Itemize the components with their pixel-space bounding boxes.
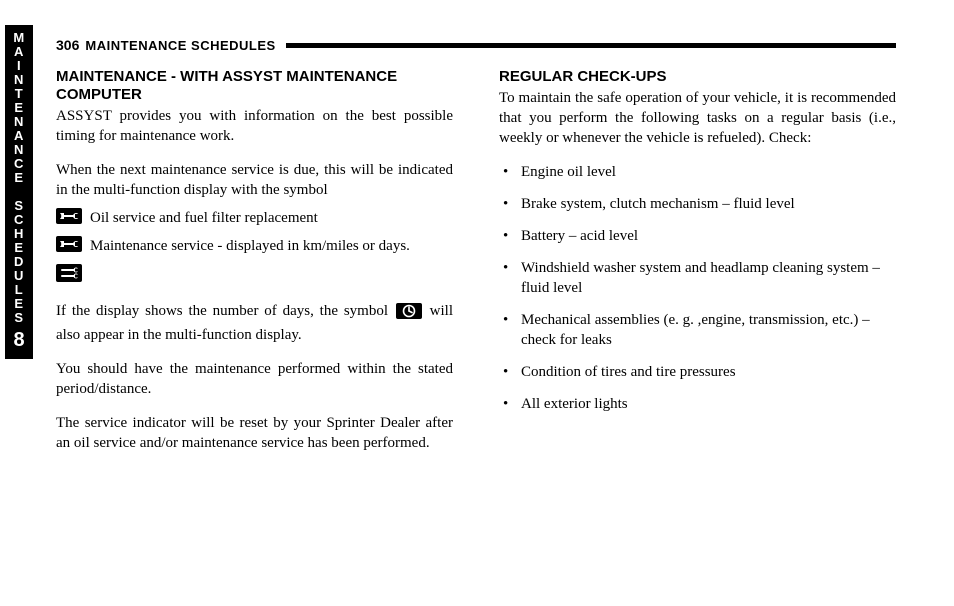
- left-heading: MAINTENANCE - WITH ASSYST MAINTENANCE CO…: [56, 68, 453, 104]
- left-p5: The service indicator will be reset by y…: [56, 413, 453, 453]
- tab-gap: [5, 185, 33, 199]
- list-item: Condition of tires and tire pressures: [499, 362, 896, 382]
- left-p3: If the display shows the number of days,…: [56, 301, 453, 345]
- list-item: Windshield washer system and headlamp cl…: [499, 258, 896, 298]
- clock-icon: [396, 303, 422, 325]
- list-item: Battery – acid level: [499, 226, 896, 246]
- left-column: MAINTENANCE - WITH ASSYST MAINTENANCE CO…: [56, 68, 453, 582]
- tab-chapter-number: 8: [5, 329, 33, 351]
- right-column: REGULAR CHECK-UPS To maintain the safe o…: [499, 68, 896, 582]
- icon-line-list: Oil service and fuel filter replacement …: [56, 208, 453, 258]
- page-number: 306: [56, 37, 79, 53]
- right-intro: To maintain the safe operation of your v…: [499, 88, 896, 148]
- double-wrench-icon: [56, 269, 82, 286]
- page: MAINTENANCE SCHEDULES 8 306 MAINTENANCE …: [0, 0, 954, 606]
- left-p2: When the next maintenance service is due…: [56, 160, 453, 200]
- columns: MAINTENANCE - WITH ASSYST MAINTENANCE CO…: [56, 68, 896, 582]
- icon-line: Maintenance service - displayed in km/mi…: [56, 236, 453, 258]
- running-header: 306 MAINTENANCE SCHEDULES: [56, 36, 896, 54]
- list-item: Engine oil level: [499, 162, 896, 182]
- double-wrench-row: [56, 264, 453, 287]
- header-rule: [286, 43, 896, 48]
- list-item: All exterior lights: [499, 394, 896, 414]
- running-head-text: MAINTENANCE SCHEDULES: [85, 38, 275, 53]
- tab-word-1: MAINTENANCE: [5, 31, 33, 185]
- single-wrench-icon: [56, 236, 82, 258]
- icon-line-text: Oil service and fuel filter replacement: [90, 208, 453, 228]
- list-item: Brake system, clutch mechanism – fluid l…: [499, 194, 896, 214]
- right-heading: REGULAR CHECK-UPS: [499, 68, 896, 86]
- icon-line-text: Maintenance service - displayed in km/mi…: [90, 236, 453, 256]
- icon-line: Oil service and fuel filter replacement: [56, 208, 453, 230]
- single-wrench-icon: [56, 208, 82, 230]
- left-p4: You should have the maintenance performe…: [56, 359, 453, 399]
- list-item: Mechanical assemblies (e. g. ,engine, tr…: [499, 310, 896, 350]
- side-tab: MAINTENANCE SCHEDULES 8: [5, 25, 33, 359]
- check-list: Engine oil level Brake system, clutch mec…: [499, 162, 896, 414]
- tab-word-2: SCHEDULES: [5, 199, 33, 325]
- left-p1: ASSYST provides you with information on …: [56, 106, 453, 146]
